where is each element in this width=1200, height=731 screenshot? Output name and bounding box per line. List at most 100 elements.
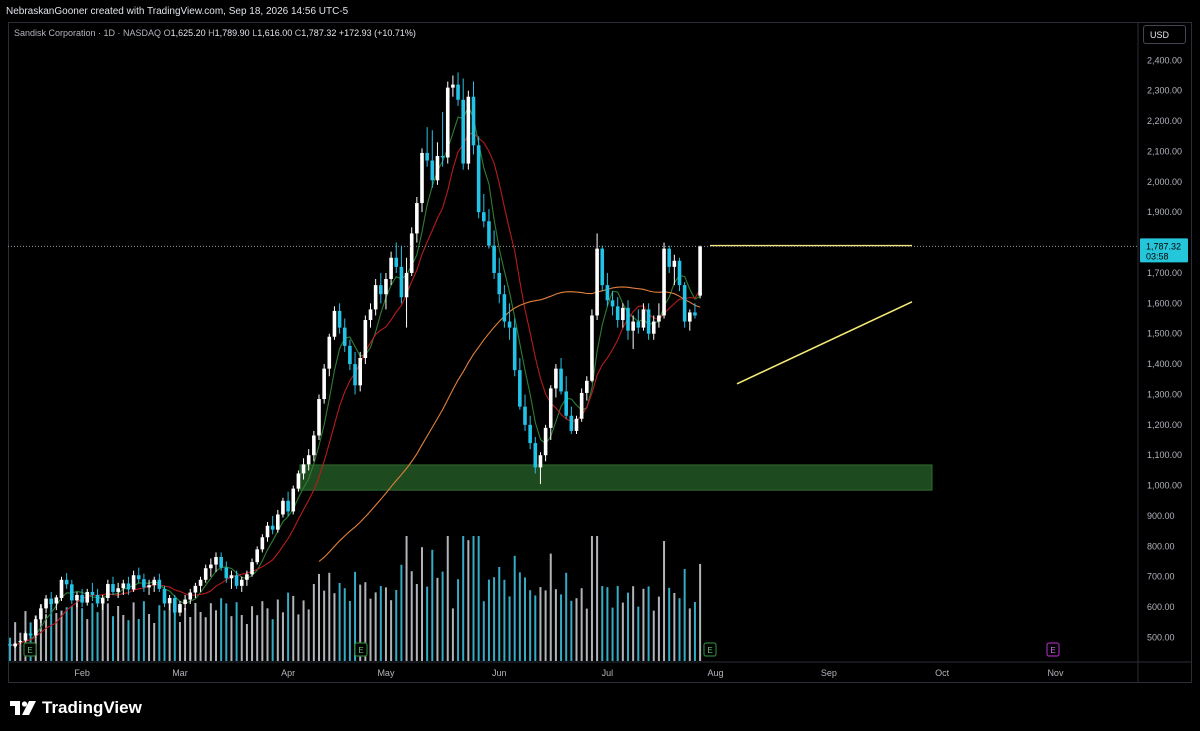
volume-bar bbox=[281, 612, 284, 661]
volume-bar bbox=[467, 540, 470, 661]
price-tick-label: 1,300.00 bbox=[1147, 389, 1182, 399]
price-tick-label: 700.00 bbox=[1147, 572, 1175, 582]
volume-bar bbox=[199, 612, 202, 661]
volume-bar bbox=[194, 603, 197, 661]
volume-bar bbox=[65, 607, 68, 661]
volume-bar bbox=[410, 571, 413, 661]
candle-body bbox=[626, 307, 630, 331]
volume-bar bbox=[106, 603, 109, 661]
low-label: L bbox=[252, 28, 258, 38]
candle-body bbox=[533, 443, 538, 468]
candle-body bbox=[559, 368, 563, 392]
volume-bar bbox=[173, 605, 176, 661]
volume-bar bbox=[70, 605, 73, 661]
candle-body bbox=[420, 152, 424, 204]
candle-body bbox=[600, 248, 605, 286]
volume-bar bbox=[142, 601, 145, 661]
candle-body bbox=[85, 591, 90, 603]
top-bar: NebraskanGooner created with TradingView… bbox=[0, 0, 1200, 22]
candle-body bbox=[49, 598, 53, 605]
candle-body bbox=[342, 327, 347, 346]
volume-bar bbox=[209, 603, 212, 661]
candle-body bbox=[106, 584, 110, 599]
volume-bar bbox=[178, 622, 181, 661]
low-value: 1,616.00 bbox=[257, 28, 293, 38]
volume-bar bbox=[153, 623, 156, 661]
candle-body bbox=[224, 567, 229, 579]
time-tick-label: Jul bbox=[602, 668, 614, 678]
volume-bar bbox=[297, 614, 300, 661]
volume-bar bbox=[400, 564, 403, 661]
candle-body bbox=[621, 307, 625, 321]
earnings-marker-icon bbox=[354, 642, 368, 657]
volume-bar bbox=[431, 549, 434, 661]
candle-body bbox=[492, 245, 496, 273]
candle-body bbox=[394, 257, 399, 267]
volume-bar bbox=[554, 589, 557, 661]
candle-body bbox=[682, 285, 687, 322]
candle-body bbox=[548, 388, 553, 428]
candle-body bbox=[239, 579, 244, 586]
open-value: 1,625.20 bbox=[170, 28, 206, 38]
candle-body bbox=[270, 525, 275, 530]
candle-body bbox=[667, 248, 671, 267]
sma-fast-line bbox=[9, 105, 701, 647]
candle-body bbox=[28, 633, 33, 636]
volume-bar bbox=[637, 606, 640, 661]
candle-body bbox=[631, 321, 635, 331]
candle-body bbox=[471, 96, 476, 146]
candle-body bbox=[476, 145, 481, 213]
candle-body bbox=[203, 568, 208, 580]
candle-body bbox=[265, 525, 270, 538]
candle-body bbox=[198, 579, 203, 586]
volume-bar bbox=[302, 600, 305, 661]
earnings-marker-icon bbox=[703, 642, 717, 657]
volume-bar bbox=[482, 601, 485, 661]
time-tick-label: Feb bbox=[74, 668, 90, 678]
volume-bar bbox=[364, 582, 367, 661]
candle-body bbox=[332, 310, 337, 337]
candle-body bbox=[461, 99, 465, 164]
candle-body bbox=[75, 594, 79, 601]
candle-body bbox=[80, 594, 84, 603]
volume-bar bbox=[81, 608, 84, 661]
candle-body bbox=[100, 598, 105, 604]
volume-bar bbox=[29, 622, 32, 661]
candle-body bbox=[39, 608, 43, 620]
candle-body bbox=[497, 272, 502, 295]
candle-body bbox=[276, 514, 280, 530]
volume-bar bbox=[585, 608, 588, 661]
chart-pane[interactable] bbox=[8, 22, 1192, 683]
price-tick-label: 1,700.00 bbox=[1147, 268, 1182, 278]
price-tick-label: 1,400.00 bbox=[1147, 359, 1182, 369]
candle-body bbox=[178, 604, 182, 613]
candle-body bbox=[384, 279, 388, 295]
candle-body bbox=[672, 260, 677, 267]
candle-body bbox=[688, 312, 692, 322]
candle-body bbox=[590, 315, 594, 381]
candle-body bbox=[585, 380, 589, 393]
candle-body bbox=[430, 160, 435, 181]
candle-body bbox=[569, 415, 574, 431]
candle-body bbox=[167, 598, 172, 604]
candle-body bbox=[579, 392, 584, 419]
volume-bar bbox=[652, 610, 655, 661]
time-tick-label: Oct bbox=[935, 668, 950, 678]
volume-bar bbox=[354, 571, 357, 661]
currency-button[interactable]: USD bbox=[1143, 25, 1186, 44]
high-label: H bbox=[208, 28, 215, 38]
volume-bar bbox=[534, 595, 537, 661]
price-tick-label: 500.00 bbox=[1147, 633, 1175, 643]
candle-body bbox=[415, 203, 419, 234]
candle-body bbox=[348, 345, 352, 365]
volume-bar bbox=[487, 579, 490, 661]
candle-body bbox=[8, 644, 12, 646]
volume-bar bbox=[117, 606, 120, 661]
tradingview-logo[interactable]: TradingView bbox=[10, 698, 142, 718]
symbol-name: Sandisk Corporation · 1D · NASDAQ bbox=[14, 28, 162, 38]
volume-bar bbox=[91, 603, 94, 661]
time-tick-label: May bbox=[377, 668, 395, 678]
candle-body bbox=[255, 549, 259, 563]
volume-bar bbox=[359, 584, 362, 661]
